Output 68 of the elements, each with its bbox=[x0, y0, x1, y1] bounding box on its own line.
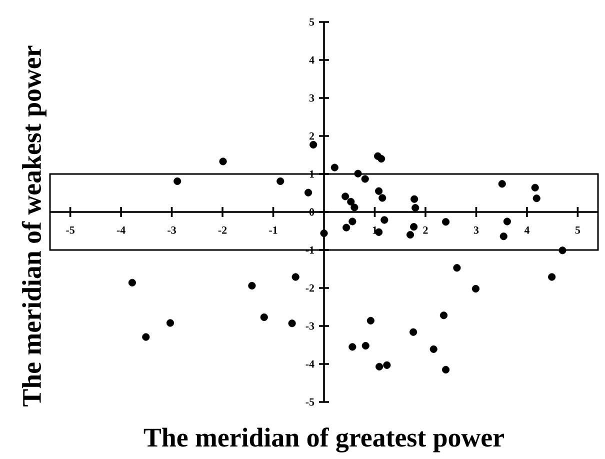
point bbox=[442, 366, 450, 374]
y-tick-label: 3 bbox=[309, 94, 314, 102]
y-tick-label: 5 bbox=[309, 18, 314, 26]
y-tick-label: 4 bbox=[309, 56, 314, 64]
point bbox=[128, 278, 136, 286]
point bbox=[383, 361, 391, 369]
point bbox=[260, 313, 268, 322]
point bbox=[350, 204, 358, 212]
y-axis-title: The meridian of weakest power bbox=[22, 46, 46, 406]
point bbox=[500, 232, 508, 240]
x-tick-label: 4 bbox=[524, 226, 530, 234]
x-tick-label: 3 bbox=[474, 226, 479, 234]
point bbox=[410, 223, 418, 231]
point bbox=[304, 188, 312, 196]
point bbox=[276, 177, 284, 186]
point bbox=[174, 177, 182, 186]
y-tick-label: -5 bbox=[306, 398, 314, 406]
point bbox=[375, 228, 383, 236]
y-tick-label: -3 bbox=[306, 322, 314, 330]
point bbox=[378, 155, 386, 163]
x-axis-title: The meridian of greatest power bbox=[144, 428, 504, 452]
point bbox=[320, 229, 328, 238]
point bbox=[310, 140, 318, 149]
point bbox=[348, 343, 356, 351]
point bbox=[410, 328, 418, 336]
point bbox=[361, 175, 369, 183]
point bbox=[288, 320, 296, 328]
y-tick-label: 2 bbox=[309, 132, 314, 140]
point bbox=[362, 342, 370, 350]
point bbox=[166, 319, 174, 327]
x-tick-label: -1 bbox=[269, 226, 278, 234]
point bbox=[440, 312, 448, 320]
y-tick-label: -4 bbox=[306, 360, 314, 368]
point bbox=[430, 345, 438, 353]
point bbox=[375, 187, 383, 195]
point bbox=[532, 194, 540, 202]
point bbox=[342, 224, 350, 232]
point bbox=[498, 180, 506, 188]
y-tick-label: -2 bbox=[306, 284, 314, 292]
x-tick-label: -4 bbox=[116, 226, 126, 234]
point bbox=[503, 218, 511, 226]
point bbox=[548, 273, 556, 281]
x-tick-label: -2 bbox=[218, 226, 227, 234]
point bbox=[410, 195, 418, 203]
point bbox=[558, 246, 566, 254]
point bbox=[412, 204, 420, 212]
point bbox=[472, 284, 480, 293]
point bbox=[453, 264, 461, 272]
point bbox=[406, 231, 414, 239]
point bbox=[354, 170, 362, 178]
point bbox=[376, 362, 384, 370]
point bbox=[366, 316, 374, 324]
point bbox=[378, 194, 386, 202]
x-tick-label: -5 bbox=[66, 226, 74, 234]
point bbox=[292, 273, 300, 281]
point bbox=[330, 164, 338, 172]
point bbox=[348, 218, 356, 226]
point bbox=[442, 218, 450, 226]
point bbox=[347, 198, 355, 206]
x-tick-label: 5 bbox=[575, 226, 580, 234]
point bbox=[219, 158, 227, 166]
point bbox=[248, 282, 256, 290]
x-tick-label: -3 bbox=[168, 226, 176, 234]
point bbox=[142, 333, 150, 341]
point bbox=[342, 192, 350, 200]
x-tick-label: 2 bbox=[423, 226, 428, 234]
point bbox=[380, 216, 388, 224]
point bbox=[531, 184, 539, 192]
